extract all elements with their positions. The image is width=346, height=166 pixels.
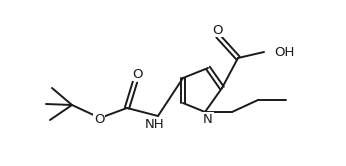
Text: O: O	[212, 24, 222, 37]
Text: O: O	[94, 113, 104, 125]
Text: NH: NH	[145, 118, 165, 130]
Text: O: O	[132, 68, 142, 81]
Text: N: N	[203, 113, 213, 125]
Text: OH: OH	[274, 45, 294, 58]
